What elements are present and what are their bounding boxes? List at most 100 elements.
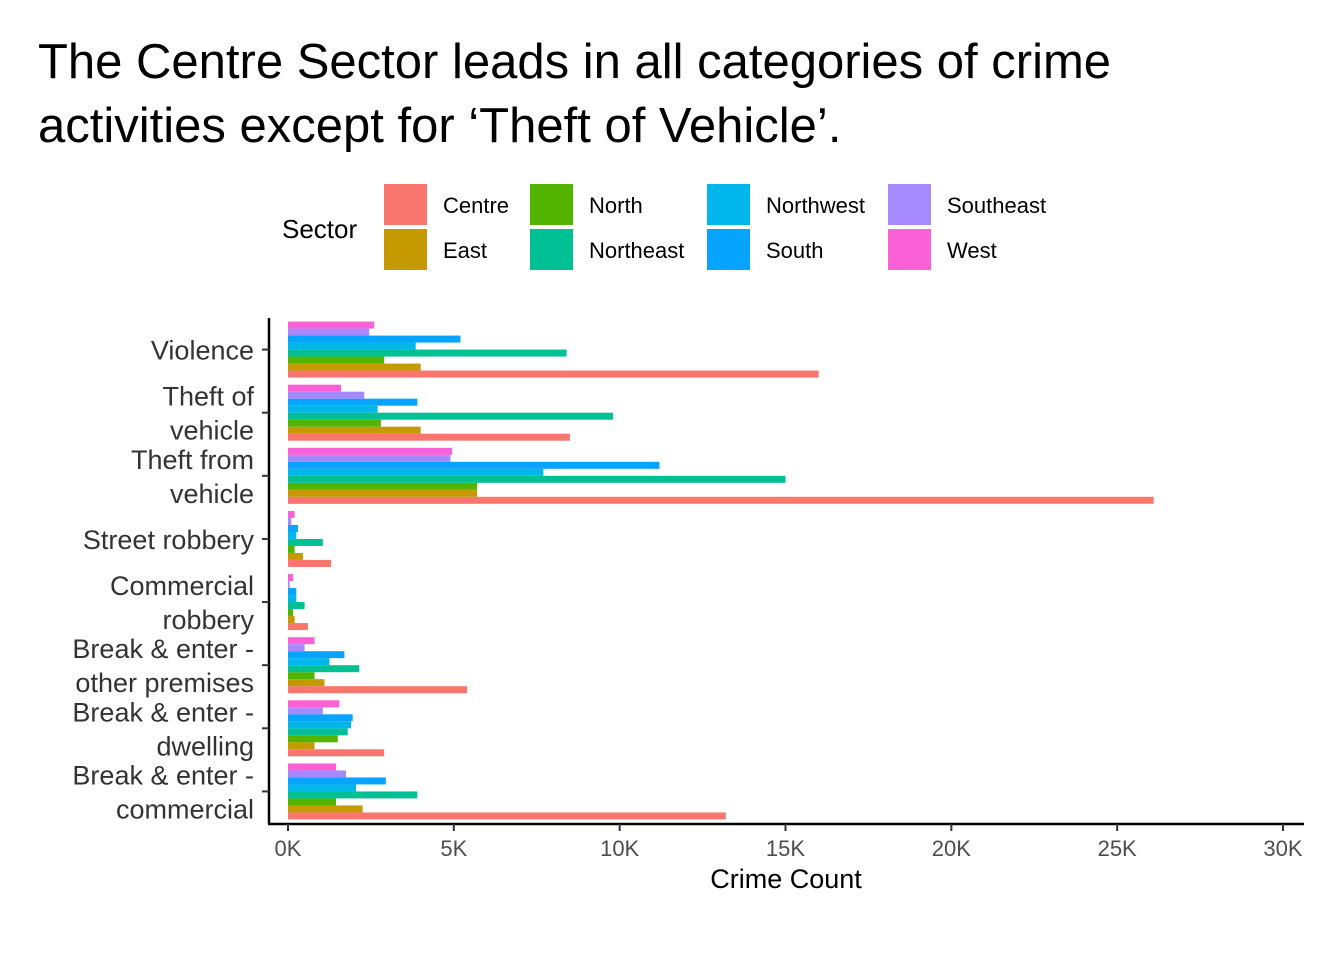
- bar: [288, 651, 345, 659]
- y-tick-label: Break & enter -dwelling: [72, 697, 254, 761]
- bar: [288, 637, 315, 645]
- legend-label: Northeast: [589, 238, 684, 263]
- bar: [288, 714, 353, 722]
- x-tick-label: 25K: [1098, 836, 1137, 861]
- bar: [288, 784, 356, 792]
- bar: [288, 398, 418, 406]
- y-tick-label: Commercial robbery: [110, 571, 255, 635]
- bar: [288, 342, 416, 350]
- bar: [288, 616, 295, 624]
- bar: [288, 581, 290, 589]
- bar: [288, 791, 418, 799]
- legend-label: South: [766, 238, 824, 263]
- y-tick-label: Theft of vehicle: [162, 382, 254, 446]
- bar: [288, 447, 453, 455]
- legend-item: East: [384, 229, 487, 270]
- y-tick-label: Violence: [151, 336, 254, 366]
- y-tick-label: Street robbery: [83, 525, 255, 555]
- bar: [288, 679, 325, 687]
- bar: [288, 489, 478, 497]
- bar: [288, 559, 332, 567]
- bar: [288, 686, 468, 694]
- category-bar-group: [288, 637, 468, 694]
- bar: [288, 538, 323, 546]
- bar: [288, 370, 819, 378]
- chart-title-line-2: activities except for ‘Theft of Vehicle’…: [38, 99, 841, 153]
- bar: [288, 545, 295, 553]
- x-tick-label: 10K: [600, 836, 639, 861]
- bar: [288, 609, 293, 617]
- category-bar-group: [288, 384, 614, 441]
- legend-label: Centre: [443, 193, 509, 218]
- category-bar-group: [288, 574, 308, 631]
- legend-item: North: [530, 184, 643, 225]
- bar: [288, 496, 1154, 504]
- legend-label: Northwest: [766, 193, 865, 218]
- bar: [288, 433, 570, 441]
- bar: [288, 321, 375, 329]
- bar: [288, 328, 370, 336]
- bar: [288, 770, 347, 778]
- legend-item: Centre: [384, 184, 509, 225]
- legend-swatch: [707, 229, 750, 270]
- category-bar-group: [288, 700, 385, 757]
- legend-label: Southeast: [947, 193, 1046, 218]
- bar: [288, 728, 348, 736]
- x-tick-label: 30K: [1263, 836, 1302, 861]
- bar: [288, 482, 478, 490]
- bar: [288, 672, 315, 680]
- category-bar-group: [288, 510, 332, 567]
- legend-item: West: [888, 229, 997, 270]
- bar: [288, 595, 297, 603]
- bar: [288, 721, 352, 729]
- bar: [288, 426, 421, 434]
- category-bar-group: [288, 447, 1154, 504]
- legend-item: South: [707, 229, 824, 270]
- bar: [288, 623, 308, 631]
- legend-item: Northwest: [707, 184, 865, 225]
- bar: [288, 419, 381, 427]
- bar: [288, 454, 451, 462]
- legend-swatch: [530, 229, 573, 270]
- bar: [288, 335, 461, 343]
- bar: [288, 552, 303, 560]
- bar: [288, 588, 297, 596]
- legend-swatch: [888, 184, 931, 225]
- legend-swatch: [530, 184, 573, 225]
- x-tick-label: 0K: [275, 836, 302, 861]
- bar: [288, 707, 323, 715]
- category-bar-group: [288, 763, 726, 820]
- x-tick-label: 20K: [932, 836, 971, 861]
- legend-swatch: [384, 229, 427, 270]
- x-axis-title: Crime Count: [710, 864, 862, 894]
- y-tick-label: Break & enter -commercial: [72, 760, 254, 824]
- bar: [288, 749, 385, 757]
- bar: [288, 461, 660, 469]
- bar: [288, 812, 726, 820]
- legend-title: Sector: [282, 214, 357, 244]
- legend-item: Northeast: [530, 229, 684, 270]
- bar: [288, 665, 360, 673]
- bar: [288, 384, 342, 392]
- y-tick-label: Break & enter -other premises: [72, 634, 254, 698]
- bar: [288, 475, 786, 483]
- legend: Sector Centre North Northwest Southeast East…: [282, 184, 1046, 270]
- bar: [288, 468, 544, 476]
- x-tick-label: 5K: [440, 836, 467, 861]
- chart-title-line-1: The Centre Sector leads in all categorie…: [38, 35, 1111, 89]
- bar: [288, 700, 340, 708]
- legend-item: Southeast: [888, 184, 1046, 225]
- bar: [288, 574, 293, 582]
- legend-label: West: [947, 238, 997, 263]
- bar: [288, 391, 365, 399]
- bar: [288, 531, 297, 539]
- category-bar-group: [288, 321, 819, 378]
- bar: [288, 763, 337, 771]
- bar: [288, 798, 337, 806]
- bar: [288, 602, 305, 610]
- bar: [288, 524, 298, 532]
- bar: [288, 356, 385, 364]
- bar: [288, 517, 292, 525]
